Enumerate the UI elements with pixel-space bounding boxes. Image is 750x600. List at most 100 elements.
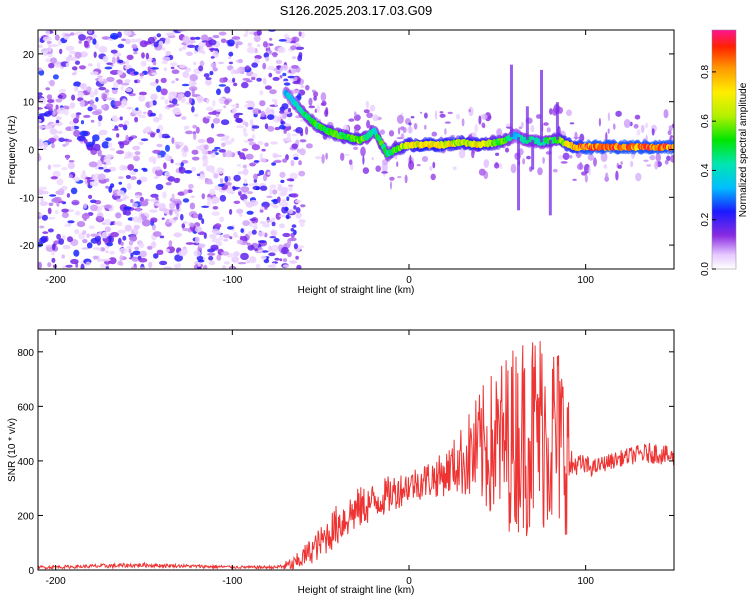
noise-speckle (125, 87, 133, 93)
noise-speckle (132, 155, 141, 162)
noise-speckle (194, 36, 201, 40)
noise-speckle (162, 47, 166, 51)
noise-speckle (65, 154, 69, 161)
noise-speckle (131, 256, 139, 262)
noise-speckle (366, 112, 373, 119)
noise-speckle (85, 261, 91, 266)
noise-speckle (424, 124, 427, 130)
noise-speckle (153, 176, 159, 179)
noise-speckle (58, 137, 65, 143)
noise-speckle (285, 214, 290, 220)
noise-speckle (131, 266, 136, 269)
noise-speckle (271, 221, 276, 227)
noise-speckle (91, 104, 97, 111)
noise-speckle (103, 165, 107, 169)
noise-speckle (106, 76, 115, 82)
noise-speckle (108, 235, 112, 243)
noise-speckle (321, 100, 327, 106)
noise-speckle (375, 165, 382, 172)
noise-speckle (147, 66, 151, 74)
noise-speckle (495, 152, 500, 156)
noise-speckle (47, 99, 55, 103)
noise-speckle (113, 100, 122, 107)
noise-speckle (212, 206, 219, 210)
noise-speckle (49, 79, 55, 87)
noise-speckle (176, 203, 180, 210)
noise-speckle (123, 156, 129, 159)
noise-speckle (251, 134, 256, 140)
noise-speckle (125, 134, 129, 142)
noise-speckle (283, 123, 291, 127)
noise-speckle (153, 253, 159, 259)
noise-speckle (274, 126, 281, 131)
noise-speckle (256, 77, 262, 82)
noise-speckle (219, 137, 229, 141)
noise-speckle (233, 200, 241, 204)
noise-speckle (526, 155, 531, 160)
noise-speckle (117, 69, 124, 76)
noise-speckle (282, 111, 288, 120)
noise-speckle (259, 206, 265, 210)
noise-speckle (245, 100, 254, 104)
noise-speckle (313, 91, 319, 98)
noise-speckle (205, 79, 212, 86)
y-tick-label: 10 (23, 98, 35, 109)
noise-speckle (46, 94, 53, 100)
noise-speckle (313, 95, 317, 101)
noise-speckle (117, 59, 124, 64)
noise-speckle (174, 208, 178, 215)
noise-speckle (298, 160, 302, 166)
noise-speckle (214, 231, 222, 236)
noise-speckle (207, 199, 211, 207)
noise-speckle (244, 121, 249, 128)
noise-speckle (261, 201, 270, 208)
noise-speckle (634, 114, 641, 120)
noise-speckle (120, 241, 124, 246)
noise-speckle (434, 110, 438, 120)
noise-speckle (587, 153, 594, 161)
noise-speckle (289, 172, 298, 180)
noise-speckle (75, 114, 80, 119)
noise-speckle (267, 114, 275, 120)
noise-speckle (181, 83, 190, 87)
noise-speckle (61, 212, 69, 219)
noise-speckle (50, 123, 59, 126)
noise-speckle (295, 46, 305, 50)
noise-speckle (89, 99, 94, 107)
noise-speckle (123, 206, 132, 211)
noise-speckle (120, 82, 130, 86)
noise-speckle (74, 85, 79, 92)
noise-speckle (116, 133, 120, 138)
noise-speckle (584, 174, 588, 183)
noise-speckle (93, 51, 97, 58)
noise-speckle (135, 194, 141, 199)
noise-speckle (283, 33, 290, 38)
noise-speckle (90, 119, 95, 123)
noise-speckle (150, 241, 157, 249)
noise-speckle (245, 153, 254, 160)
noise-speckle (288, 184, 294, 188)
noise-speckle (212, 99, 216, 107)
noise-speckle (348, 159, 353, 165)
noise-speckle (152, 61, 157, 66)
noise-speckle (254, 248, 259, 252)
noise-speckle (305, 126, 309, 135)
noise-speckle (156, 85, 162, 93)
noise-speckle (128, 240, 134, 246)
noise-speckle (191, 156, 200, 161)
noise-speckle (73, 81, 82, 87)
noise-speckle (362, 155, 365, 165)
noise-speckle (105, 97, 114, 101)
noise-speckle (615, 110, 622, 117)
noise-speckle (286, 196, 290, 201)
noise-speckle (178, 47, 183, 52)
noise-speckle (58, 238, 64, 245)
noise-speckle (139, 40, 148, 48)
noise-speckle (277, 46, 286, 54)
noise-speckle (130, 252, 134, 258)
noise-speckle (290, 45, 297, 50)
bottom-y-axis-label: SNR (10 * v/v) (7, 418, 18, 482)
noise-speckle (203, 73, 210, 78)
noise-speckle (110, 32, 119, 40)
noise-speckle (256, 30, 262, 36)
